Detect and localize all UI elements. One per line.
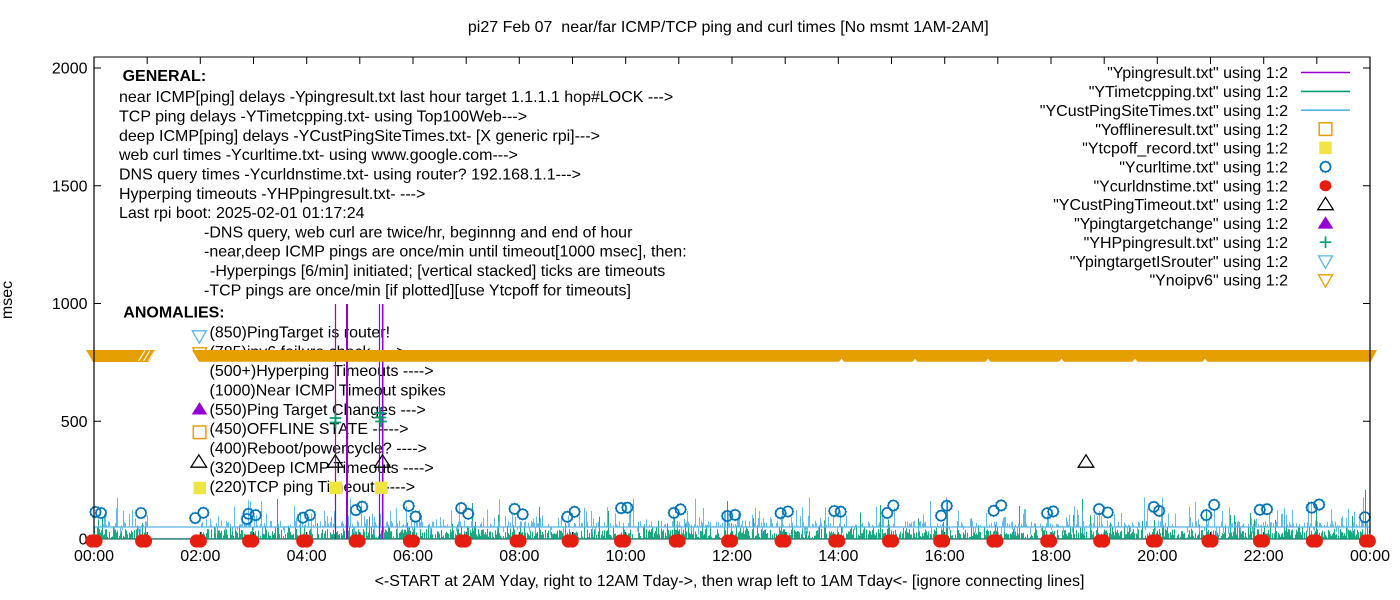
svg-text:near ICMP[ping] delays -Ypingr: near ICMP[ping] delays -Ypingresult.txt …: [119, 89, 673, 106]
svg-text:1000: 1000: [52, 296, 88, 313]
svg-text:00:00: 00:00: [74, 548, 114, 565]
svg-text:02:00: 02:00: [180, 548, 220, 565]
svg-text:04:00: 04:00: [287, 548, 327, 565]
svg-text:18:00: 18:00: [1031, 548, 1071, 565]
svg-text:"YCustPingTimeout.txt" using 1: "YCustPingTimeout.txt" using 1:2: [1053, 197, 1288, 214]
svg-text:Hyperping timeouts -YHPpingres: Hyperping timeouts -YHPpingresult.txt- -…: [119, 186, 425, 203]
svg-text:web curl times -Ycurltime.txt-: web curl times -Ycurltime.txt- using www…: [118, 147, 518, 164]
svg-text:500: 500: [61, 414, 88, 431]
svg-text:-Hyperpings [6/min] initiated;: -Hyperpings [6/min] initiated; [vertical…: [210, 263, 665, 280]
svg-text:msec: msec: [0, 281, 16, 319]
svg-text:-DNS query, web curl are twice: -DNS query, web curl are twice/hr, begin…: [204, 224, 633, 241]
svg-text:"Ypingresult.txt" using 1:2: "Ypingresult.txt" using 1:2: [1107, 65, 1288, 82]
svg-text:pi27 Feb 07 near/far ICMP/TCP: pi27 Feb 07 near/far ICMP/TCP ping and c…: [468, 19, 989, 36]
svg-text:1500: 1500: [52, 178, 88, 195]
svg-text:"YCustPingSiteTimes.txt" using: "YCustPingSiteTimes.txt" using 1:2: [1040, 103, 1288, 120]
svg-text:10:00: 10:00: [606, 548, 646, 565]
svg-text:deep ICMP[ping] delays -YCustP: deep ICMP[ping] delays -YCustPingSiteTim…: [119, 128, 600, 145]
svg-text:22:00: 22:00: [1244, 548, 1284, 565]
svg-text:06:00: 06:00: [393, 548, 433, 565]
svg-text:16:00: 16:00: [925, 548, 965, 565]
svg-text:(320)Deep ICMP Timeouts ---->: (320)Deep ICMP Timeouts ---->: [210, 460, 434, 477]
svg-text:-near,deep ICMP pings are once: -near,deep ICMP pings are once/min until…: [204, 244, 687, 261]
svg-text:"YHPpingresult.txt" using 1:2: "YHPpingresult.txt" using 1:2: [1084, 235, 1288, 252]
svg-text:"YTimetcpping.txt" using 1:2: "YTimetcpping.txt" using 1:2: [1089, 84, 1288, 101]
svg-text:(1000)Near ICMP Timeout spikes: (1000)Near ICMP Timeout spikes: [210, 382, 446, 399]
svg-text:(850)PingTarget is router!: (850)PingTarget is router!: [210, 325, 391, 342]
svg-text:"Ycurldnstime.txt" using 1:2: "Ycurldnstime.txt" using 1:2: [1093, 178, 1288, 195]
svg-text:-TCP pings are once/min [if pl: -TCP pings are once/min [if plotted][use…: [204, 282, 631, 299]
svg-text:"Yofflineresult.txt" using 1:2: "Yofflineresult.txt" using 1:2: [1095, 122, 1288, 139]
svg-text:ANOMALIES:: ANOMALIES:: [123, 304, 224, 321]
svg-text:08:00: 08:00: [499, 548, 539, 565]
svg-text:20:00: 20:00: [1137, 548, 1177, 565]
svg-text:00:00: 00:00: [1350, 548, 1390, 565]
svg-text:(550)Ping Target Changes --->: (550)Ping Target Changes --->: [210, 402, 426, 419]
svg-text:"Ypingtargetchange" using 1:2: "Ypingtargetchange" using 1:2: [1074, 216, 1288, 233]
svg-text:"Ycurltime.txt" using 1:2: "Ycurltime.txt" using 1:2: [1119, 160, 1288, 177]
svg-text:(500+)Hyperping Timeouts ---->: (500+)Hyperping Timeouts ---->: [210, 363, 434, 380]
svg-text:GENERAL:: GENERAL:: [123, 68, 207, 85]
svg-text:"Ynoipv6" using 1:2: "Ynoipv6" using 1:2: [1149, 273, 1288, 290]
svg-text:12:00: 12:00: [712, 548, 752, 565]
svg-text:DNS query times -Ycurldnstime.: DNS query times -Ycurldnstime.txt- using…: [119, 166, 581, 183]
svg-text:<-START at 2AM Yday, right to: <-START at 2AM Yday, right to 12AM Tday-…: [375, 573, 1085, 590]
svg-text:14:00: 14:00: [818, 548, 858, 565]
svg-text:(400)Reboot/powercycle? ---->: (400)Reboot/powercycle? ---->: [210, 440, 427, 457]
svg-text:(220)TCP ping Timeout ----->: (220)TCP ping Timeout ----->: [210, 479, 416, 496]
svg-text:Last rpi boot: 2025-02-01 01:1: Last rpi boot: 2025-02-01 01:17:24: [119, 205, 365, 222]
svg-text:"YpingtargetISrouter" using 1:: "YpingtargetISrouter" using 1:2: [1070, 254, 1288, 271]
svg-text:(450)OFFLINE STATE ----->: (450)OFFLINE STATE ----->: [210, 421, 409, 438]
svg-text:0: 0: [79, 532, 88, 549]
svg-text:"Ytcpoff_record.txt" using 1:2: "Ytcpoff_record.txt" using 1:2: [1082, 141, 1288, 158]
svg-text:TCP ping delays -YTimetcpping.: TCP ping delays -YTimetcpping.txt- using…: [119, 108, 527, 125]
svg-text:2000: 2000: [52, 61, 88, 78]
